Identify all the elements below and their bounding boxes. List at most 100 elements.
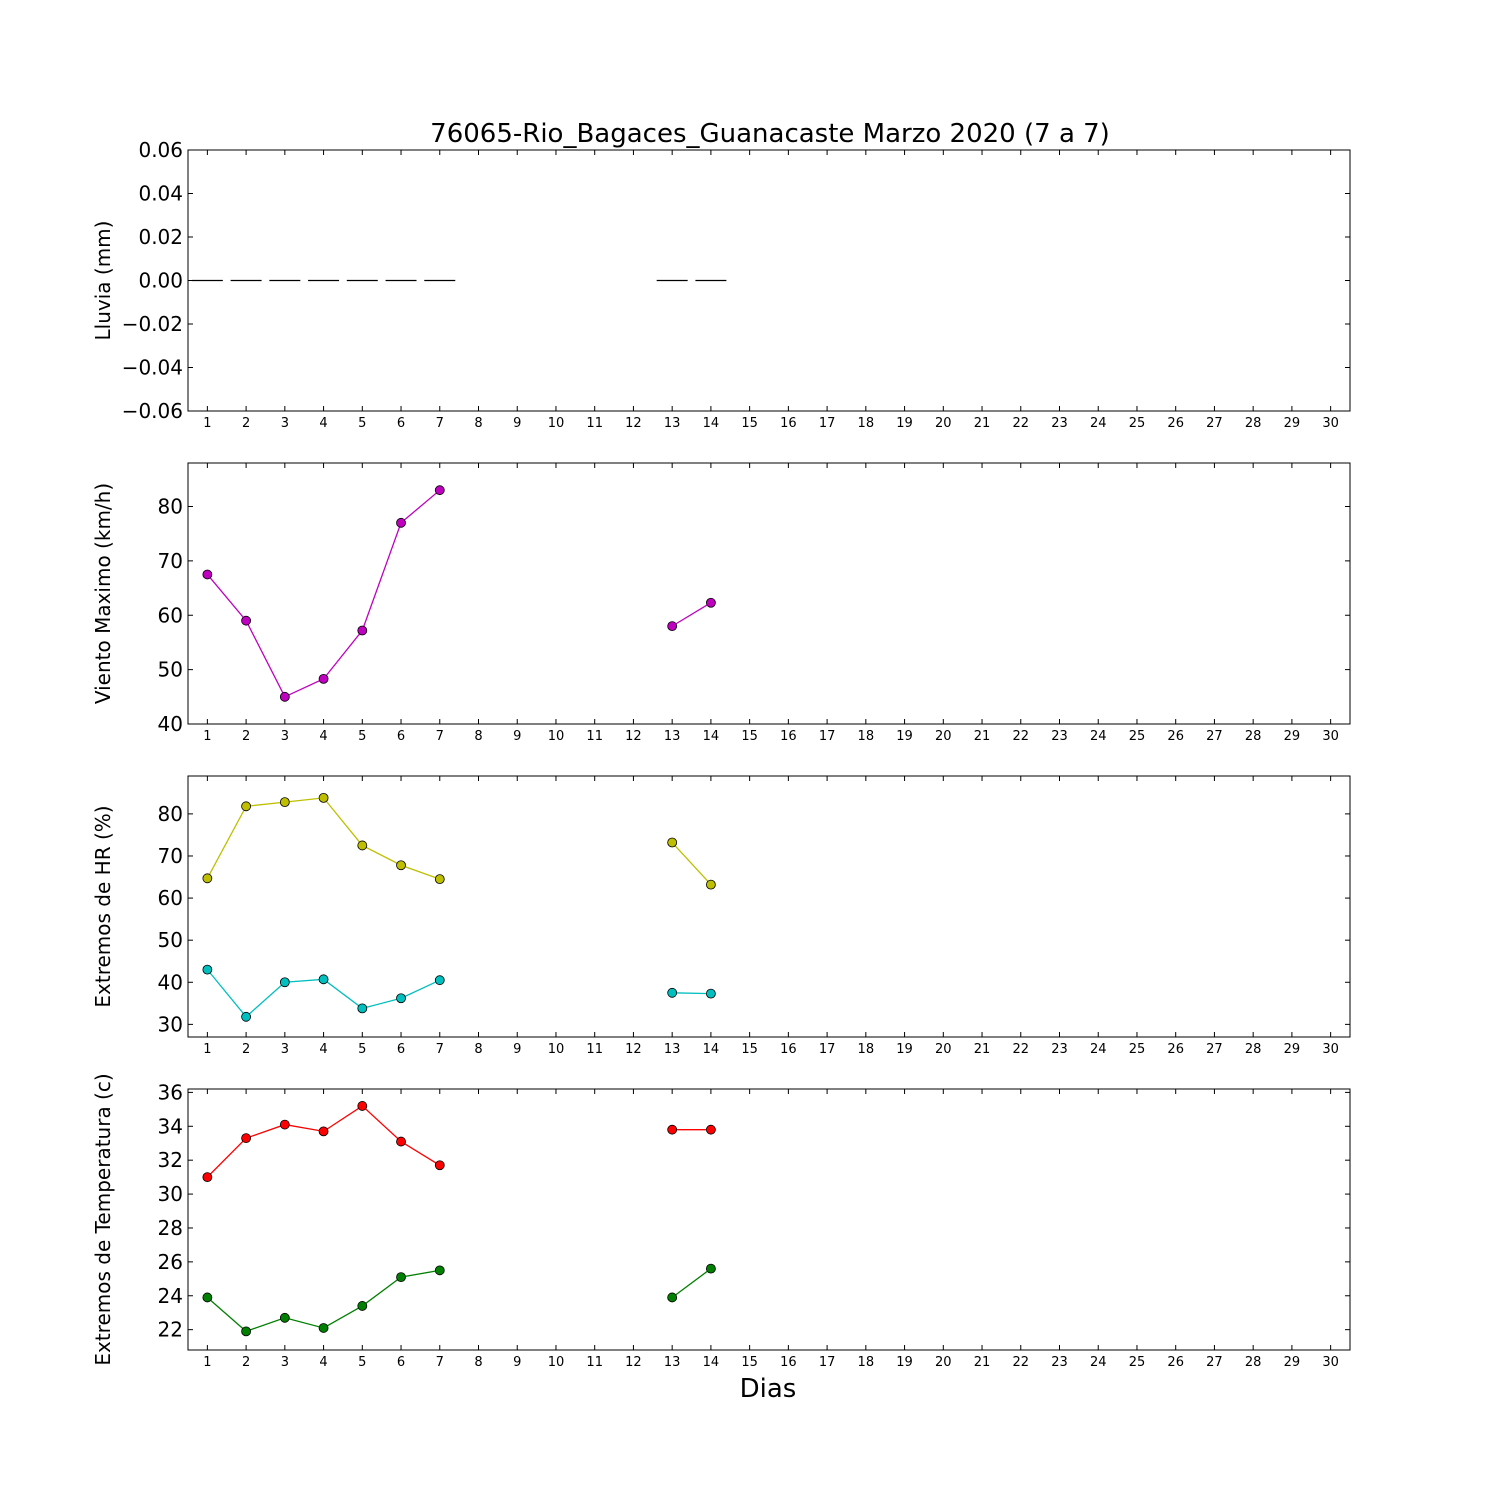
x-tick-label: 1 — [203, 1355, 211, 1370]
x-tick-label: 30 — [1322, 1355, 1339, 1370]
x-tick-label: 25 — [1129, 1355, 1146, 1370]
x-tick-label: 24 — [1090, 1042, 1107, 1057]
data-point — [241, 1326, 252, 1337]
x-tick-label: 25 — [1129, 1042, 1146, 1057]
data-point — [667, 1124, 678, 1135]
y-tick-label: 70 — [158, 844, 183, 868]
x-tick-label: 5 — [358, 729, 366, 744]
y-tick-label: 80 — [158, 802, 183, 826]
x-tick-label: 15 — [741, 1355, 758, 1370]
x-tick-label: 3 — [281, 729, 289, 744]
y-tick-label: 40 — [158, 712, 183, 736]
x-tick-label: 18 — [858, 729, 875, 744]
x-tick-label: 8 — [474, 729, 482, 744]
x-tick-label: 18 — [858, 416, 875, 431]
x-tick-label: 20 — [935, 1042, 952, 1057]
x-tick-label: 25 — [1129, 729, 1146, 744]
x-tick-label: 13 — [664, 1355, 681, 1370]
x-tick-label: 17 — [819, 416, 836, 431]
x-tick-label: 5 — [358, 1355, 366, 1370]
y-tick-label: 80 — [158, 495, 183, 519]
data-point — [357, 1301, 368, 1311]
x-tick-label: 17 — [819, 1355, 836, 1370]
y-axis-label: Viento Maximo (km/h) — [91, 483, 115, 704]
x-tick-label: 6 — [397, 729, 405, 744]
data-point — [357, 625, 368, 636]
x-tick-label: 9 — [513, 729, 521, 744]
x-tick-label: 12 — [625, 416, 642, 431]
x-tick-label: 13 — [664, 416, 681, 431]
data-point — [357, 840, 368, 851]
x-tick-label: 14 — [703, 1355, 720, 1370]
x-tick-label: 2 — [242, 729, 250, 744]
y-tick-label: 50 — [158, 658, 183, 682]
x-tick-label: 10 — [548, 729, 565, 744]
data-point — [202, 873, 213, 884]
x-tick-label: 2 — [242, 1042, 250, 1057]
x-tick-label: 10 — [548, 1042, 565, 1057]
data-point — [279, 977, 290, 988]
x-tick-label: 16 — [780, 729, 797, 744]
data-point — [241, 1011, 252, 1022]
data-point — [667, 837, 678, 848]
data-point — [434, 975, 445, 986]
x-tick-label: 29 — [1284, 416, 1301, 431]
plot-frame — [187, 1088, 1351, 1351]
x-tick-label: 6 — [397, 1042, 405, 1057]
x-tick-label: 10 — [548, 1355, 565, 1370]
y-tick-label: −0.04 — [122, 356, 183, 380]
data-point — [706, 879, 716, 890]
data-point — [202, 569, 213, 580]
data-point — [434, 874, 445, 885]
series-line-2 — [672, 992, 711, 995]
y-tick-label: 0.06 — [138, 138, 183, 162]
x-tick-label: 4 — [319, 1042, 327, 1057]
x-tick-label: 7 — [436, 416, 444, 431]
data-point — [706, 1263, 716, 1274]
y-tick-label: −0.06 — [122, 399, 183, 423]
x-tick-label: 16 — [780, 1042, 797, 1057]
x-tick-label: 27 — [1206, 416, 1223, 431]
y-tick-label: 0.04 — [138, 182, 183, 206]
x-tick-label: 20 — [935, 729, 952, 744]
x-tick-label: 4 — [319, 729, 327, 744]
data-point — [434, 1160, 445, 1171]
y-tick-label: 50 — [158, 928, 183, 952]
x-tick-label: 27 — [1206, 1042, 1223, 1057]
x-tick-label: 28 — [1245, 1355, 1262, 1370]
y-axis-label: Extremos de Temperatura (c) — [91, 1073, 115, 1365]
x-tick-label: 26 — [1167, 1355, 1184, 1370]
x-tick-label: 11 — [586, 729, 603, 744]
y-tick-label: 0.00 — [138, 269, 183, 293]
data-point — [667, 1292, 678, 1303]
x-tick-label: 24 — [1090, 416, 1107, 431]
x-tick-label: 13 — [664, 1042, 681, 1057]
data-point — [279, 691, 290, 702]
x-tick-label: 8 — [474, 416, 482, 431]
data-point — [318, 673, 329, 684]
data-point — [318, 1323, 329, 1333]
y-tick-label: 30 — [158, 1012, 183, 1036]
x-tick-label: 5 — [358, 416, 366, 431]
x-tick-label: 14 — [703, 729, 720, 744]
y-tick-label: 70 — [158, 549, 183, 573]
data-point — [318, 974, 329, 985]
x-tick-label: 2 — [242, 1355, 250, 1370]
y-tick-label: 0.02 — [138, 225, 183, 249]
data-point — [706, 988, 716, 999]
x-axis-label: Dias — [740, 1374, 797, 1404]
x-tick-label: 6 — [397, 1355, 405, 1370]
data-point — [279, 797, 290, 807]
x-tick-label: 28 — [1245, 416, 1262, 431]
x-tick-label: 21 — [974, 1042, 991, 1057]
y-tick-label: 40 — [158, 970, 183, 994]
x-tick-label: 18 — [858, 1042, 875, 1057]
x-tick-label: 10 — [548, 416, 565, 431]
chart-title: 76065-Rio_Bagaces_Guanacaste Marzo 2020 … — [430, 119, 1110, 149]
x-tick-label: 26 — [1167, 729, 1184, 744]
x-tick-label: 20 — [935, 1355, 952, 1370]
data-point — [241, 801, 252, 812]
y-tick-label: 28 — [158, 1216, 183, 1240]
x-tick-label: 26 — [1167, 416, 1184, 431]
